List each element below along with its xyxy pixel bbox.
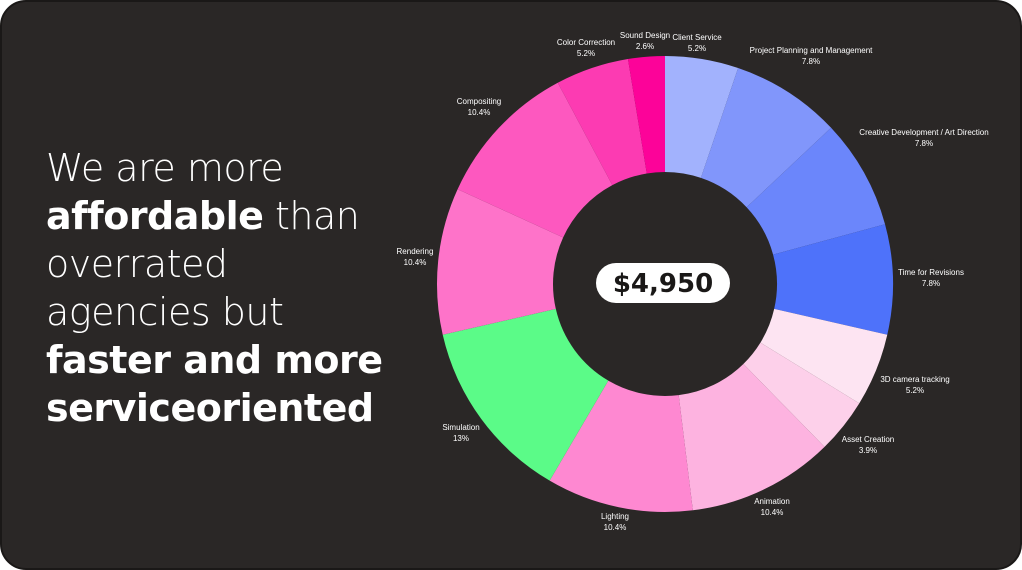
slice-percent-label: 10.4% bbox=[761, 508, 784, 517]
slice-animation bbox=[678, 363, 825, 511]
headline-line-2: affordable than bbox=[46, 192, 406, 240]
headline-than: than bbox=[263, 194, 360, 238]
slice-label: Rendering bbox=[397, 247, 434, 256]
slice-percent-label: 5.2% bbox=[577, 49, 595, 58]
slice-percent-label: 7.8% bbox=[802, 57, 820, 66]
slice-percent-label: 10.4% bbox=[604, 523, 627, 532]
slice-compositing bbox=[457, 82, 613, 238]
headline-affordable: affordable bbox=[46, 194, 264, 238]
center-total-pill bbox=[596, 263, 730, 303]
slice-percent-label: 7.8% bbox=[922, 279, 940, 288]
slice-simulation bbox=[442, 308, 609, 481]
slice-color-correction bbox=[557, 59, 647, 186]
slice-sound-design bbox=[627, 56, 665, 174]
slice-percent-label: 2.6% bbox=[636, 42, 654, 51]
headline-line-5: faster and more bbox=[46, 338, 383, 382]
slice-client-service bbox=[665, 56, 739, 178]
slice-rendering bbox=[436, 189, 564, 335]
slice-percent-label: 10.4% bbox=[404, 258, 427, 267]
slice-label: Animation bbox=[754, 497, 790, 506]
slice-labels: Client Service 5.2% Project Planning and M… bbox=[397, 31, 989, 532]
slice-percent-label: 7.8% bbox=[915, 139, 933, 148]
center-total-value: $4,950 bbox=[613, 269, 713, 299]
slice-percent-label: 3.9% bbox=[859, 446, 877, 455]
slice-label: Project Planning and Management bbox=[750, 46, 874, 55]
slice-label: Lighting bbox=[601, 512, 629, 521]
slice-label: Sound Design bbox=[620, 31, 670, 40]
slice-percent-label: 13% bbox=[453, 434, 469, 443]
slice-percent-label: 10.4% bbox=[468, 108, 491, 117]
slice-label: Time for Revisions bbox=[898, 268, 964, 277]
slice-label: 3D camera tracking bbox=[880, 375, 949, 384]
headline-line-4: agencies but bbox=[46, 290, 284, 334]
slice-label: Client Service bbox=[672, 33, 722, 42]
donut-slices bbox=[436, 56, 893, 512]
headline-line-6: serviceoriented bbox=[46, 386, 374, 430]
slice-label: Creative Development / Art Direction bbox=[859, 128, 988, 137]
headline-line-1: We are more bbox=[46, 146, 284, 190]
slice-label: Compositing bbox=[457, 97, 501, 106]
headline-line-3: overrated bbox=[46, 242, 228, 286]
slice-time-for-revisions bbox=[773, 224, 893, 335]
slice-asset-creation bbox=[743, 342, 860, 447]
slice-percent-label: 5.2% bbox=[688, 44, 706, 53]
slice-label: Simulation bbox=[442, 423, 479, 432]
slice-percent-label: 5.2% bbox=[906, 386, 924, 395]
slice-label: Color Correction bbox=[557, 38, 615, 47]
slice-creative-development-art-direction bbox=[746, 127, 886, 255]
slice-project-planning-and-management bbox=[700, 68, 832, 208]
center-total: $4,950 bbox=[596, 263, 730, 303]
slice-3d-camera-tracking bbox=[760, 308, 888, 404]
headline: We are more affordable than overrated ag… bbox=[46, 144, 406, 432]
slice-lighting bbox=[549, 380, 693, 512]
slice-label: Asset Creation bbox=[842, 435, 894, 444]
